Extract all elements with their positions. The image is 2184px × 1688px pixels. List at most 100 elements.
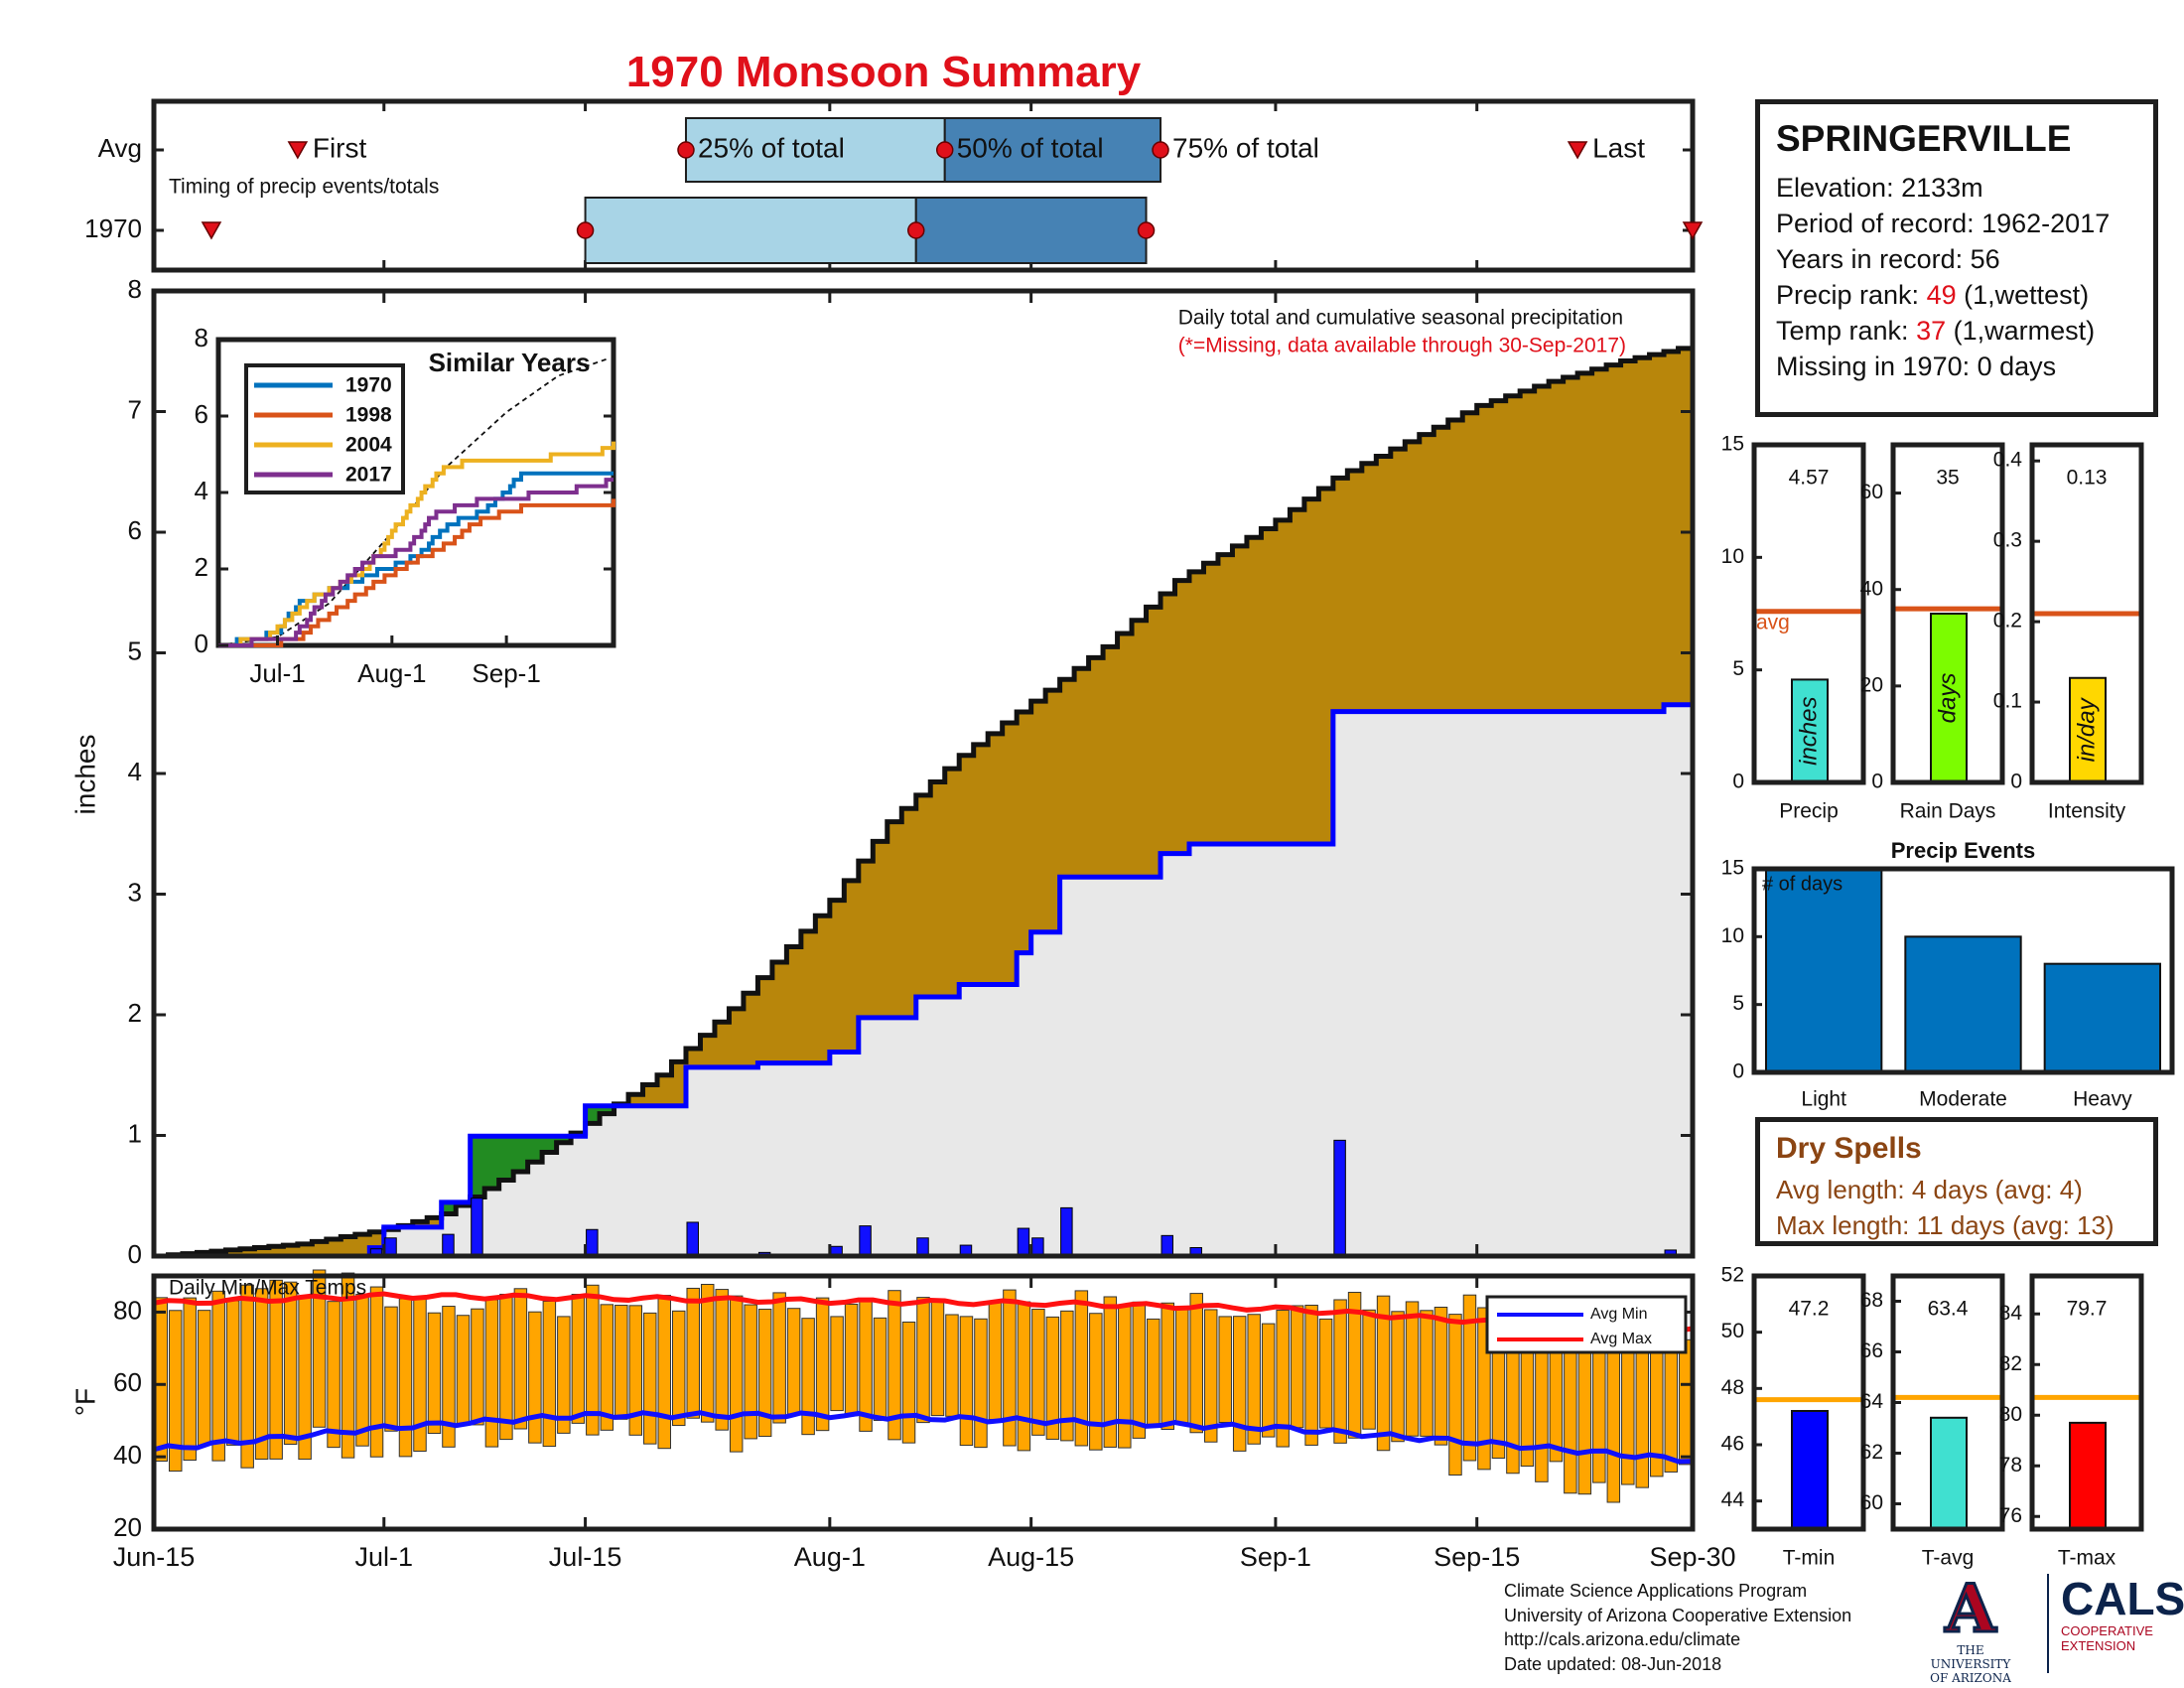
gauge-y-tick-label: 60	[1860, 1491, 1883, 1514]
temp-x-tick-label: Sep-30	[1649, 1542, 1735, 1572]
timeline-annotation: Timing of precip events/totals	[169, 176, 439, 199]
daily-temp-bar	[384, 1306, 398, 1432]
gauge-value-label: 4.57	[1789, 467, 1830, 490]
daily-temp-bar	[1376, 1295, 1391, 1452]
event-category-label: Moderate	[1919, 1088, 2007, 1111]
gauge-y-tick-label: 0.2	[1993, 610, 2022, 633]
daily-precip-bar	[916, 1237, 929, 1257]
station-name: SPRINGERVILLE	[1776, 118, 2072, 159]
daily-temp-bar	[887, 1290, 901, 1441]
timeline-row-label: 1970	[84, 213, 142, 243]
daily-temp-bar	[700, 1283, 715, 1423]
daily-temp-bar	[1203, 1309, 1218, 1443]
gauge-avg-label: avg	[1756, 611, 1790, 633]
similar-years-x-tick-label: Aug-1	[357, 658, 426, 688]
station-info-box: SPRINGERVILLE Elevation: 2133m Period of…	[1755, 99, 2158, 417]
daily-temp-bar	[269, 1279, 283, 1460]
daily-temp-bar	[945, 1314, 959, 1417]
gauge-y-tick-label: 15	[1721, 433, 1744, 456]
gauge-unit-label: inches	[1795, 697, 1822, 766]
precip-y-tick-label: 5	[128, 635, 142, 665]
precip-y-tick-label: 1	[128, 1118, 142, 1148]
event-bar-heavy	[2043, 962, 2162, 1074]
daily-temp-bar	[1290, 1305, 1304, 1429]
gauge-value-label: 79.7	[2067, 1298, 2108, 1321]
daily-temp-bar	[513, 1288, 528, 1430]
credits: Climate Science Applications Program Uni…	[1504, 1579, 1851, 1676]
daily-temp-bar	[757, 1309, 772, 1438]
percentile-marker	[907, 221, 925, 239]
daily-precip-bar	[586, 1228, 599, 1257]
precip-rank-value: 49	[1926, 280, 1957, 310]
station-elevation: Elevation: 2133m	[1776, 173, 1983, 203]
events-y-tick-label: 15	[1721, 857, 1744, 880]
temp-x-tick-label: Sep-15	[1433, 1542, 1520, 1572]
gauge-y-tick-label: 80	[1999, 1403, 2022, 1426]
daily-temp-bar	[254, 1288, 269, 1461]
daily-temp-bar	[772, 1292, 786, 1424]
daily-temp-bar	[528, 1311, 542, 1444]
daily-temp-bar	[1433, 1307, 1448, 1446]
gauge-frame	[2029, 1273, 2144, 1532]
station-period: Period of record: 1962-2017	[1776, 209, 2111, 238]
daily-temp-bar	[614, 1305, 628, 1420]
event-marker-triangle	[287, 141, 309, 160]
timeline-label-first: First	[313, 132, 367, 163]
gauge-y-tick-label: 84	[1999, 1302, 2023, 1325]
daily-temp-bar	[1218, 1316, 1232, 1423]
gauge-y-tick-label: 10	[1721, 545, 1744, 568]
similar-year-line-2004	[218, 441, 615, 647]
daily-temp-bar	[1535, 1337, 1549, 1482]
quartile-box-50-75	[914, 197, 1148, 264]
daily-temp-bar	[197, 1310, 211, 1447]
daily-temp-bar	[1664, 1339, 1679, 1473]
temp-legend	[1485, 1295, 1688, 1354]
daily-temp-bar	[1147, 1318, 1160, 1428]
similar-years-y-tick-label: 2	[195, 552, 208, 582]
temp-plot-title: Daily Min/Max Temps	[169, 1277, 366, 1300]
quartile-box-25-50	[684, 117, 946, 183]
daily-precip-bar	[442, 1233, 455, 1257]
daily-temp-bar	[974, 1318, 988, 1449]
gauge-bar-t-max	[2069, 1421, 2107, 1531]
event-category-label: Heavy	[2073, 1088, 2132, 1111]
temp-x-tick-label: Jul-1	[355, 1542, 414, 1572]
timeline-label-25: 25% of total	[698, 132, 845, 163]
daily-temp-bar	[341, 1272, 355, 1459]
daily-temp-bar	[312, 1269, 327, 1428]
daily-temp-bar	[916, 1297, 930, 1424]
daily-temp-bar	[930, 1298, 945, 1417]
gauge-frame	[2029, 442, 2144, 785]
gauge-y-tick-label: 0.1	[1993, 690, 2022, 713]
cals-logo: CALS COOPERATIVE EXTENSION	[2047, 1574, 2184, 1673]
university-of-arizona-logo: A THE UNIVERSITY OF ARIZONA	[1916, 1573, 2025, 1686]
daily-temp-bar	[1333, 1299, 1347, 1444]
gauge-category-label: Rain Days	[1900, 800, 1996, 823]
gauge-y-tick-label: 20	[1860, 673, 1883, 696]
daily-precip-bar	[1160, 1234, 1174, 1257]
events-title: Precip Events	[1891, 838, 2036, 863]
daily-temp-bar	[355, 1293, 369, 1447]
dry-spells-title: Dry Spells	[1776, 1132, 1922, 1165]
daily-temp-bar	[1592, 1333, 1606, 1483]
similar-years-y-tick-label: 4	[195, 476, 208, 505]
cals-logo-sub: COOPERATIVE	[2061, 1623, 2153, 1638]
timeline-row-label: Avg	[98, 133, 142, 163]
daily-precip-bar	[859, 1225, 872, 1257]
gauge-y-tick-label: 5	[1732, 657, 1744, 680]
event-marker-triangle	[1682, 221, 1704, 240]
dry-spells-box: Dry Spells Avg length: 4 days (avg: 4) M…	[1755, 1117, 2158, 1246]
daily-temp-bar	[715, 1289, 729, 1431]
observed-cumulative-area	[154, 704, 1693, 1256]
daily-temp-bar	[1132, 1301, 1147, 1439]
gauge-y-tick-label: 0.4	[1993, 449, 2023, 472]
percentile-marker	[1137, 221, 1156, 239]
daily-temp-bar	[442, 1306, 456, 1448]
precip-missing-note: (*=Missing, data available through 30-Se…	[1178, 335, 1626, 357]
daily-temp-bar	[1175, 1306, 1189, 1424]
temp-rank-note: (1,warmest)	[1946, 316, 2096, 346]
gauge-unit-label: days	[1934, 673, 1961, 724]
temp-y-tick-label: 40	[113, 1440, 142, 1470]
daily-temp-bar	[586, 1284, 600, 1436]
dry-spells-avg: Avg length: 4 days (avg: 4)	[1776, 1175, 2083, 1204]
